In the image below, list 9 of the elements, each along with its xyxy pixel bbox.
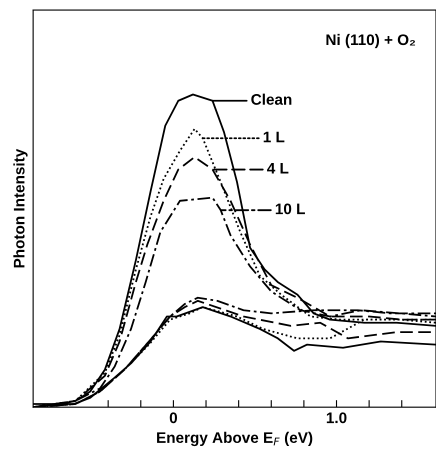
legend-label: Clean (251, 94, 292, 105)
y-axis-title: Photon Intensity (13, 148, 28, 268)
legend-label: 10 L (276, 203, 305, 214)
x-axis-title: Energy Above E$_{F}$ (eV) (157, 432, 312, 446)
x-tick-label: 0 (170, 412, 178, 424)
x-tick-label: 1.0 (326, 412, 346, 424)
legend-label: 1 L (264, 132, 284, 142)
chart-title: Ni (110) + O₂ (326, 34, 416, 48)
legend-label: 4 L (267, 162, 288, 174)
